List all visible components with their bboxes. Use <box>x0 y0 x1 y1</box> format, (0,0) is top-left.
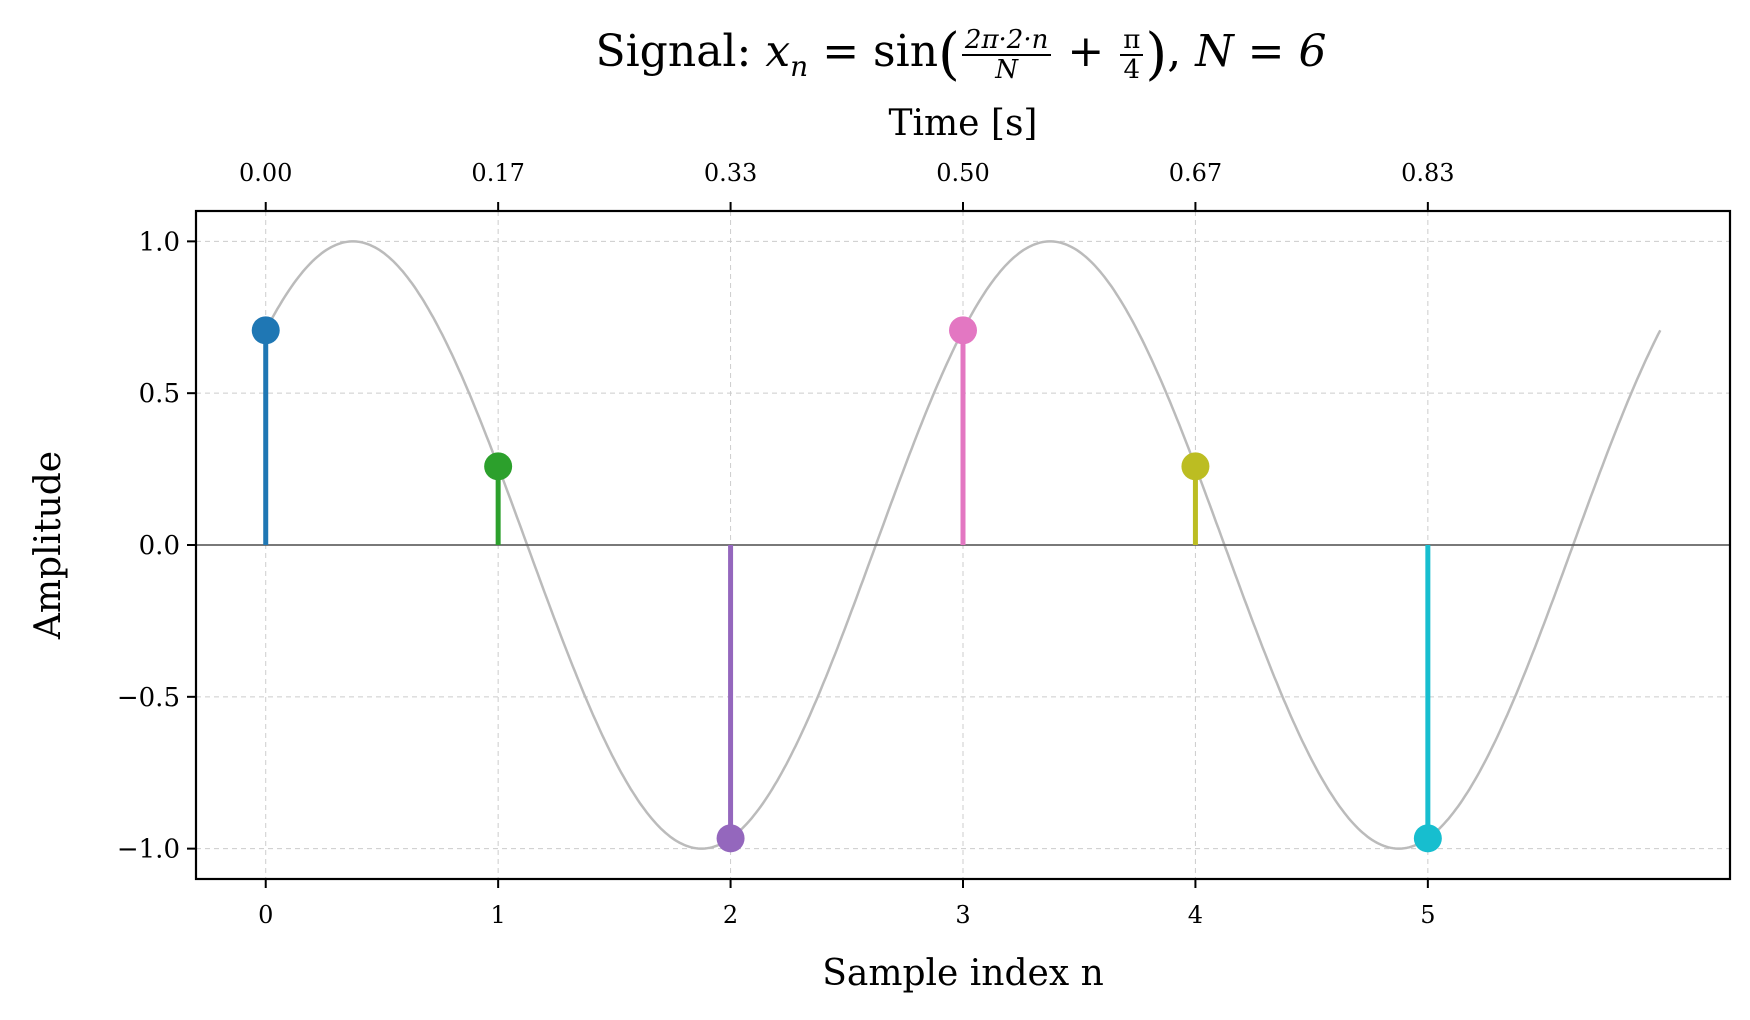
stem-marker <box>949 316 977 345</box>
x-tick-label: 4 <box>1188 901 1203 929</box>
x-tick-label: 5 <box>1420 901 1435 929</box>
top-x-tick-label: 0.50 <box>936 159 989 187</box>
top-x-tick-label: 0.67 <box>1169 159 1222 187</box>
title-n-label: N = 6 <box>1195 26 1327 77</box>
y-tick-label: −0.5 <box>117 683 180 713</box>
x-tick-label: 3 <box>955 901 970 929</box>
x-tick-label: 1 <box>491 901 506 929</box>
stem-marker <box>484 452 513 481</box>
x-tick-label: 2 <box>723 901 738 929</box>
y-tick-label: 0.0 <box>139 531 180 561</box>
top-x-tick-label: 0.17 <box>471 159 524 187</box>
x-axis-label: Sample index n <box>822 953 1104 994</box>
y-axis-label: Amplitude <box>28 451 69 640</box>
x-tick-label: 0 <box>258 901 273 929</box>
top-x-axis-label: Time [s] <box>889 103 1038 144</box>
chart-title: Signal: xn = sin(2π·2·n N + π 4), N = 6 <box>595 22 1327 87</box>
y-tick-label: 0.5 <box>139 379 180 409</box>
stem-marker <box>1413 824 1442 853</box>
stem-marker <box>716 824 745 853</box>
title-plus: + <box>1067 26 1105 77</box>
title-prefix: Signal: <box>595 26 752 77</box>
title-frac1: 2π·2·n N <box>961 26 1052 84</box>
title-lhs-sub: n <box>790 49 809 83</box>
top-x-tick-label: 0.00 <box>239 159 292 187</box>
stem-marker <box>251 316 280 345</box>
top-x-tick-label: 0.83 <box>1401 159 1454 187</box>
title-lhs: x <box>765 26 791 77</box>
title-eq: = sin <box>822 26 939 77</box>
stem-marker <box>1181 452 1210 481</box>
y-tick-label: −1.0 <box>117 835 180 865</box>
top-x-tick-label: 0.33 <box>704 159 757 187</box>
y-tick-label: 1.0 <box>139 227 180 257</box>
